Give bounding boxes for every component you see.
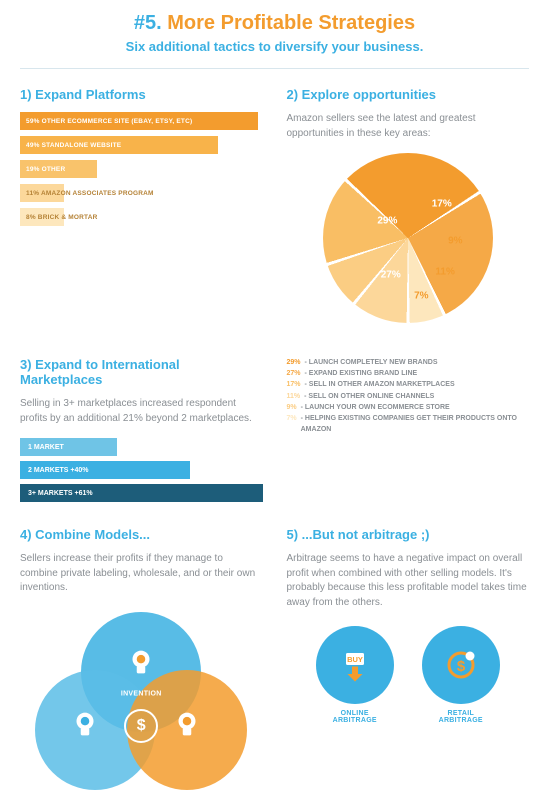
legend-row: 11%- SELL ON OTHER ONLINE CHANNELS (287, 391, 530, 402)
arbitrage-icon: BUY (316, 626, 394, 704)
legend-pct: 7% (287, 413, 297, 435)
svg-text:$: $ (457, 658, 466, 675)
bar-row: 19% OTHER (20, 160, 263, 178)
lightbulb-icon (170, 707, 204, 741)
page-header: #5. More Profitable Strategies Six addit… (20, 12, 529, 54)
section-1: 1) Expand Platforms 59% OTHER ECOMMERCE … (20, 87, 263, 337)
bar: 2 MARKETS +40% (20, 461, 190, 479)
legend-text: - SELL ON OTHER ONLINE CHANNELS (304, 391, 434, 402)
pie-chart-wrap: 29% 27% 7% 11% 9% 17% (287, 153, 530, 323)
pie-slice-label: 29% (377, 216, 397, 227)
section-3-intro: Selling in 3+ marketplaces increased res… (20, 397, 263, 426)
bar: 11% AMAZON ASSOCIATES PROGRAM (20, 184, 64, 202)
section-4-intro: Sellers increase their profits if they m… (20, 552, 263, 596)
bar: 49% STANDALONE WEBSITE (20, 136, 218, 154)
legend-text: - LAUNCH YOUR OWN ECOMMERCE STORE (301, 402, 450, 413)
arbitrage-item: $ RETAILARBITRAGE (422, 626, 500, 724)
bar-row: 59% OTHER ECOMMERCE SITE (EBAY, ETSY, ET… (20, 112, 263, 130)
row-2: 3) Expand to International Marketplaces … (20, 357, 529, 507)
legend-text: - EXPAND EXISTING BRAND LINE (305, 368, 418, 379)
venn-diagram: INVENTION $ (31, 608, 251, 788)
section-5-intro: Arbitrage seems to have a negative impac… (287, 552, 530, 610)
legend-row: 17% - SELL IN OTHER AMAZON MARKETPLACES (287, 379, 530, 390)
legend-pct: 29% (287, 357, 301, 368)
pie-slice-label: 27% (381, 270, 401, 281)
legend-row: 29% - LAUNCH COMPLETELY NEW BRANDS (287, 357, 530, 368)
arbitrage-items: BUY ONLINEARBITRAGE $ RETAILARBITRAGE (287, 626, 530, 724)
pie-legend-col: 29% - LAUNCH COMPLETELY NEW BRANDS 27% - EX… (287, 357, 530, 507)
bar-row: 8% BRICK & MORTAR (20, 208, 263, 226)
section-5-heading: 5) ...But not arbitrage ;) (287, 527, 530, 542)
pie-chart: 29% 27% 7% 11% 9% 17% (323, 153, 493, 323)
bar-row: 3+ MARKETS +61% (20, 484, 263, 502)
section-5: 5) ...But not arbitrage ;) Arbitrage see… (287, 527, 530, 788)
title-hash: #5. (134, 12, 162, 34)
section-2-heading: 2) Explore opportunities (287, 87, 530, 102)
lightbulb-icon (68, 707, 102, 741)
legend-text: - LAUNCH COMPLETELY NEW BRANDS (305, 357, 438, 368)
pie-slice-label: 17% (432, 199, 452, 210)
pie-slice-label: 11% (435, 267, 454, 278)
bar: 8% BRICK & MORTAR (20, 208, 64, 226)
legend-text: - SELL IN OTHER AMAZON MARKETPLACES (305, 379, 455, 390)
bar: 1 MARKET (20, 438, 117, 456)
divider (20, 68, 529, 69)
legend-row: 7%- HELPING EXISTING COMPANIES GET THEIR… (287, 413, 530, 435)
row-3: 4) Combine Models... Sellers increase th… (20, 527, 529, 788)
pie-slice-label: 9% (448, 236, 462, 247)
arbitrage-label: RETAILARBITRAGE (422, 710, 500, 724)
pie-slice-label: 7% (414, 290, 428, 301)
row-1: 1) Expand Platforms 59% OTHER ECOMMERCE … (20, 87, 529, 337)
bar-row: 2 MARKETS +40% (20, 461, 263, 479)
legend-pct: 27% (287, 368, 301, 379)
page-title: #5. More Profitable Strategies (20, 12, 529, 35)
section-1-heading: 1) Expand Platforms (20, 87, 263, 102)
section-3-heading: 3) Expand to International Marketplaces (20, 357, 263, 387)
bar-chart-markets: 1 MARKET 2 MARKETS +40% 3+ MARKETS +61% (20, 438, 263, 502)
bar-row: 11% AMAZON ASSOCIATES PROGRAM (20, 184, 263, 202)
arbitrage-item: BUY ONLINEARBITRAGE (316, 626, 394, 724)
section-4-heading: 4) Combine Models... (20, 527, 263, 542)
venn-center-label: INVENTION (121, 690, 162, 697)
bar: 19% OTHER (20, 160, 97, 178)
dollar-icon: $ (124, 709, 158, 743)
legend-pct: 17% (287, 379, 301, 390)
bar: 3+ MARKETS +61% (20, 484, 263, 502)
legend-pct: 9% (287, 402, 297, 413)
bar-row: 49% STANDALONE WEBSITE (20, 136, 263, 154)
section-4: 4) Combine Models... Sellers increase th… (20, 527, 263, 788)
section-2: 2) Explore opportunities Amazon sellers … (287, 87, 530, 337)
bar-row: 1 MARKET (20, 438, 263, 456)
svg-text:BUY: BUY (347, 655, 363, 664)
section-2-intro: Amazon sellers see the latest and greate… (287, 112, 530, 141)
pie-legend: 29% - LAUNCH COMPLETELY NEW BRANDS 27% - EX… (287, 357, 530, 435)
page-subtitle: Six additional tactics to diversify your… (20, 39, 529, 54)
lightbulb-icon (124, 645, 158, 679)
bar: 59% OTHER ECOMMERCE SITE (EBAY, ETSY, ET… (20, 112, 258, 130)
arbitrage-icon: $ (422, 626, 500, 704)
title-rest: More Profitable Strategies (167, 12, 415, 34)
legend-row: 9% - LAUNCH YOUR OWN ECOMMERCE STORE (287, 402, 530, 413)
bar-chart-platforms: 59% OTHER ECOMMERCE SITE (EBAY, ETSY, ET… (20, 112, 263, 226)
arbitrage-label: ONLINEARBITRAGE (316, 710, 394, 724)
section-3: 3) Expand to International Marketplaces … (20, 357, 263, 507)
legend-text: - HELPING EXISTING COMPANIES GET THEIR P… (301, 413, 529, 435)
legend-row: 27% - EXPAND EXISTING BRAND LINE (287, 368, 530, 379)
legend-pct: 11% (287, 391, 301, 402)
